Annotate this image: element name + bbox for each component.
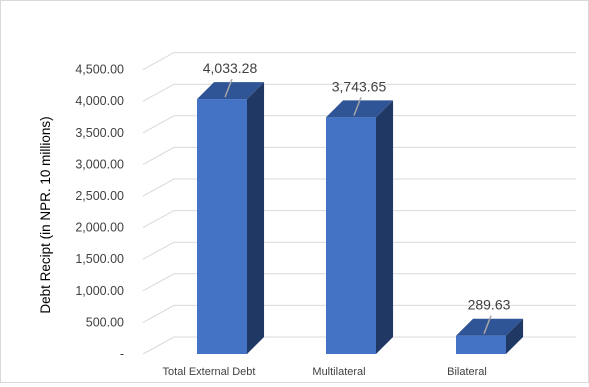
bar-side-face <box>506 318 524 354</box>
gridline <box>142 83 576 102</box>
y-tick-label: 2,000.00 <box>75 221 124 235</box>
data-labels: 4,033.28 3,743.65 289.63 <box>203 60 511 334</box>
y-axis-tick-labels: - 500.00 1,000.00 1,500.00 2,000.00 2,500.00 3… <box>75 63 124 361</box>
y-tick-label: 1,000.00 <box>75 284 124 298</box>
bar <box>326 100 394 354</box>
bar-top-face <box>326 100 394 118</box>
gridline <box>142 210 576 229</box>
bar-front-face <box>197 99 247 354</box>
x-category-label: Total External Debt <box>163 366 256 378</box>
bar-side-face <box>247 82 265 354</box>
bar-top-face <box>456 318 524 336</box>
gridline <box>142 273 576 292</box>
y-tick-label: - <box>120 347 124 361</box>
bars <box>197 82 524 354</box>
gridline <box>142 115 576 134</box>
x-category-label: Multilateral <box>312 366 365 378</box>
data-label: 3,743.65 <box>332 78 387 94</box>
gridline <box>142 336 576 355</box>
bar-side-face <box>376 100 394 354</box>
x-category-label: Bilateral <box>447 366 487 378</box>
gridline <box>142 178 576 197</box>
y-tick-label: 3,500.00 <box>75 126 124 140</box>
y-tick-label: 4,000.00 <box>75 94 124 108</box>
bar <box>456 318 524 354</box>
x-axis-category-labels: Total External Debt Multilateral Bilateral <box>163 366 487 378</box>
bar <box>197 82 265 354</box>
bar-top-face <box>197 82 265 100</box>
bar-front-face <box>326 117 376 354</box>
bar-front-face <box>456 335 506 354</box>
gridlines <box>142 52 576 355</box>
y-tick-label: 2,500.00 <box>75 189 124 203</box>
y-tick-label: 500.00 <box>86 315 124 329</box>
y-tick-label: 4,500.00 <box>75 63 124 77</box>
data-label-leader-line <box>224 78 233 98</box>
gridline <box>142 304 576 323</box>
gridline <box>142 241 576 260</box>
data-label: 4,033.28 <box>203 60 258 76</box>
data-label-leader-line <box>353 97 362 116</box>
data-label: 289.63 <box>468 297 511 313</box>
data-label-leader-line <box>483 315 492 334</box>
y-tick-label: 3,000.00 <box>75 157 124 171</box>
y-axis-title: Debt Recipt (in NPR. 10 millions) <box>38 116 53 313</box>
y-tick-label: 1,500.00 <box>75 252 124 266</box>
gridline <box>142 52 576 71</box>
gridline <box>142 146 576 165</box>
